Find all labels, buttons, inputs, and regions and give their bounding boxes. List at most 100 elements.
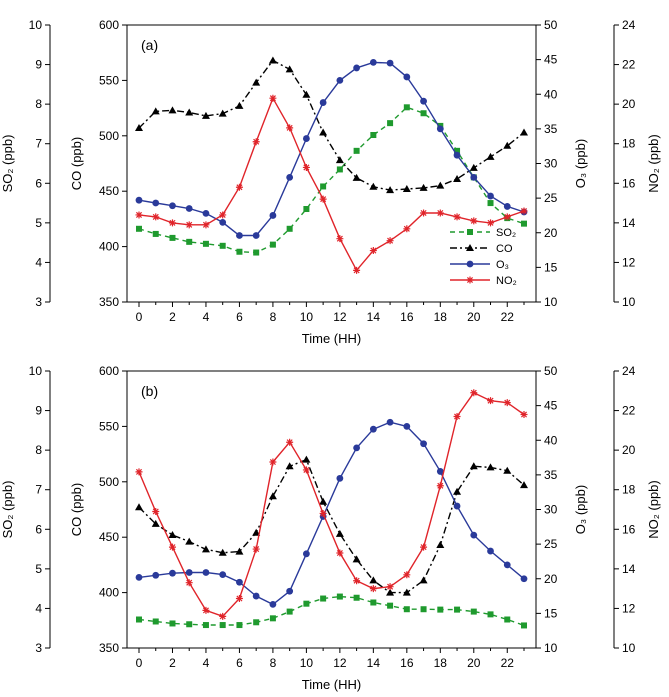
data-point-o3 (436, 125, 444, 133)
data-point-co (386, 186, 395, 194)
legend-marker-no2 (466, 276, 474, 284)
data-point-no2 (219, 211, 227, 219)
data-point-co (285, 65, 294, 73)
data-point-o3 (219, 218, 227, 226)
data-point-no2 (420, 209, 428, 217)
data-point-no2 (152, 213, 160, 221)
data-point-so2 (387, 602, 394, 609)
so2-axis-tick-label: 3 (35, 295, 42, 309)
no2-axis-label: NO₂ (ppb) (646, 134, 661, 193)
so2-axis-label: SO₂ (ppb) (0, 135, 15, 193)
data-point-no2 (135, 211, 143, 219)
data-point-o3 (503, 561, 511, 569)
data-point-o3 (369, 58, 377, 66)
data-point-o3 (487, 547, 494, 555)
data-point-o3 (236, 578, 243, 586)
x-tick-label: 22 (501, 310, 515, 324)
x-tick-label: 8 (270, 656, 277, 670)
data-point-co (436, 181, 445, 189)
data-point-no2 (185, 579, 193, 587)
no2-axis-tick-label: 24 (622, 18, 636, 32)
data-point-o3 (336, 474, 344, 482)
co-axis-tick-label: 400 (99, 240, 119, 254)
data-point-o3 (185, 569, 193, 576)
data-point-so2 (487, 611, 494, 618)
data-point-co (503, 466, 512, 474)
legend: SO₂ CO O₃ NO₂ (450, 227, 517, 287)
x-tick-label: 14 (367, 310, 381, 324)
data-point-no2 (286, 438, 294, 446)
data-point-co (185, 108, 194, 116)
x-tick-label: 16 (400, 310, 414, 324)
co-axis-tick-label: 600 (99, 18, 119, 32)
data-point-o3 (252, 592, 260, 600)
o3-axis-tick-label: 30 (544, 157, 558, 171)
o3-axis-tick-label: 20 (544, 572, 558, 586)
data-point-o3 (403, 73, 411, 81)
data-point-o3 (470, 531, 478, 539)
data-point-o3 (319, 99, 327, 106)
data-point-so2 (152, 230, 159, 237)
data-point-co (252, 78, 261, 86)
data-point-so2 (253, 249, 260, 256)
data-point-no2 (269, 458, 277, 466)
data-point-so2 (370, 132, 377, 139)
series-line-o3 (138, 421, 525, 606)
data-point-o3 (219, 571, 227, 578)
data-point-so2 (219, 622, 226, 629)
data-point-o3 (269, 212, 277, 219)
data-point-o3 (286, 587, 294, 595)
series-co (135, 455, 528, 596)
data-point-so2 (320, 183, 327, 190)
x-tick-label: 18 (434, 310, 448, 324)
data-point-no2 (168, 219, 176, 227)
data-point-no2 (286, 124, 294, 132)
data-point-co (268, 56, 277, 64)
data-point-o3 (420, 97, 427, 105)
o3-axis-tick-label: 50 (544, 18, 558, 32)
no2-axis-tick-label: 10 (622, 641, 636, 655)
data-point-co (335, 156, 344, 164)
data-point-co (402, 184, 411, 192)
data-point-o3 (353, 444, 361, 452)
x-tick-label: 6 (236, 310, 243, 324)
co-axis-tick-label: 400 (99, 586, 119, 600)
co-axis-tick-label: 450 (99, 530, 119, 544)
data-point-no2 (269, 94, 277, 102)
o3-axis-tick-label: 25 (544, 191, 558, 205)
legend-marker-o3 (466, 260, 474, 268)
legend-label-no2: NO₂ (496, 275, 517, 287)
x-axis-label: Time (HH) (302, 677, 361, 692)
x-tick-label: 20 (467, 310, 481, 324)
no2-axis-tick-label: 24 (622, 364, 636, 378)
no2-axis-tick-label: 18 (622, 483, 636, 497)
data-point-no2 (336, 235, 344, 243)
data-point-o3 (353, 64, 361, 72)
data-point-o3 (202, 209, 210, 217)
plot-frame (126, 24, 537, 303)
data-point-so2 (136, 225, 142, 232)
data-point-no2 (168, 543, 176, 551)
data-point-o3 (302, 550, 310, 558)
data-point-so2 (403, 104, 410, 111)
series-line-so2 (138, 595, 525, 627)
data-point-no2 (487, 219, 495, 227)
so2-axis-tick-label: 10 (29, 364, 43, 378)
so2-axis-tick-label: 10 (29, 18, 43, 32)
series-line-co (138, 458, 525, 594)
series-line-o3 (138, 61, 525, 237)
co-axis-tick-label: 550 (99, 419, 119, 433)
data-point-co (486, 152, 495, 160)
o3-axis-tick-label: 40 (544, 433, 558, 447)
so2-axis-tick-label: 6 (35, 522, 42, 536)
data-point-so2 (219, 242, 226, 249)
data-point-co (503, 141, 512, 149)
data-point-no2 (152, 507, 160, 515)
data-point-co (352, 555, 361, 563)
series-co (135, 56, 528, 194)
data-point-no2 (436, 209, 444, 217)
x-tick-label: 12 (333, 656, 347, 670)
data-point-no2 (487, 397, 495, 405)
data-point-so2 (521, 622, 527, 629)
